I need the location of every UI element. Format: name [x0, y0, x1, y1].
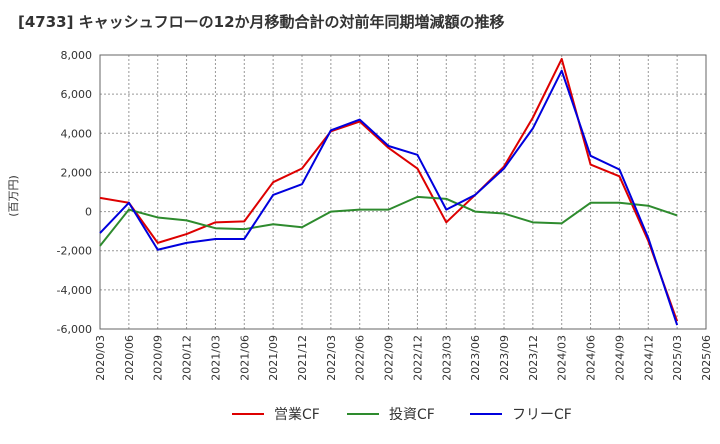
x-tick-label: 2023/03 [440, 335, 453, 381]
x-tick-label: 2020/09 [152, 335, 165, 381]
y-tick-label: -6,000 [57, 323, 92, 336]
y-tick-label: -2,000 [57, 245, 92, 258]
x-tick-label: 2020/03 [94, 335, 107, 381]
x-tick-label: 2022/12 [411, 335, 424, 381]
x-tick-label: 2020/12 [181, 335, 194, 381]
x-tick-label: 2022/09 [383, 335, 396, 381]
chart-title: [4733] キャッシュフローの12か月移動合計の対前年同期増減額の推移 [18, 13, 505, 31]
series-line-0 [99, 57, 679, 322]
x-tick-label: 2023/09 [498, 335, 511, 381]
series-lines [99, 57, 679, 326]
y-tick-label: 8,000 [61, 49, 93, 62]
y-axis-label: (百万円) [7, 175, 20, 217]
x-tick-label: 2020/06 [123, 335, 136, 381]
y-tick-label: 0 [85, 206, 92, 219]
x-tick-label: 2021/09 [267, 335, 280, 381]
x-tick-label: 2025/06 [700, 335, 713, 381]
axis-ticks: -6,000 -4,000 -2,000 0 2,000 4,000 6,000 8,000 2… [57, 49, 713, 381]
y-tick-label: 2,000 [61, 166, 93, 179]
series-line-2 [99, 69, 679, 326]
x-tick-label: 2022/03 [325, 335, 338, 381]
x-tick-label: 2021/06 [238, 335, 251, 381]
y-tick-label: 6,000 [61, 88, 93, 101]
x-tick-label: 2024/03 [556, 335, 569, 381]
legend-label-1: 投資CF [389, 407, 435, 423]
plot-area [99, 54, 707, 330]
x-tick-label: 2024/06 [585, 335, 598, 381]
x-tick-label: 2024/12 [642, 335, 655, 381]
legend: 営業CF 投資CF フリーCF [232, 407, 572, 423]
series-line-1 [99, 195, 678, 247]
grid [99, 54, 707, 330]
y-tick-label: -4,000 [57, 284, 92, 297]
y-tick-label: 4,000 [61, 127, 93, 140]
legend-label-0: 営業CF [274, 407, 320, 423]
x-tick-label: 2022/06 [354, 335, 367, 381]
x-tick-label: 2025/03 [671, 335, 684, 381]
x-tick-label: 2023/06 [469, 335, 482, 381]
x-tick-label: 2023/12 [527, 335, 540, 381]
x-tick-label: 2021/03 [209, 335, 222, 381]
legend-label-2: フリーCF [512, 407, 572, 423]
x-tick-label: 2021/12 [296, 335, 309, 381]
x-tick-label: 2024/09 [613, 335, 626, 381]
